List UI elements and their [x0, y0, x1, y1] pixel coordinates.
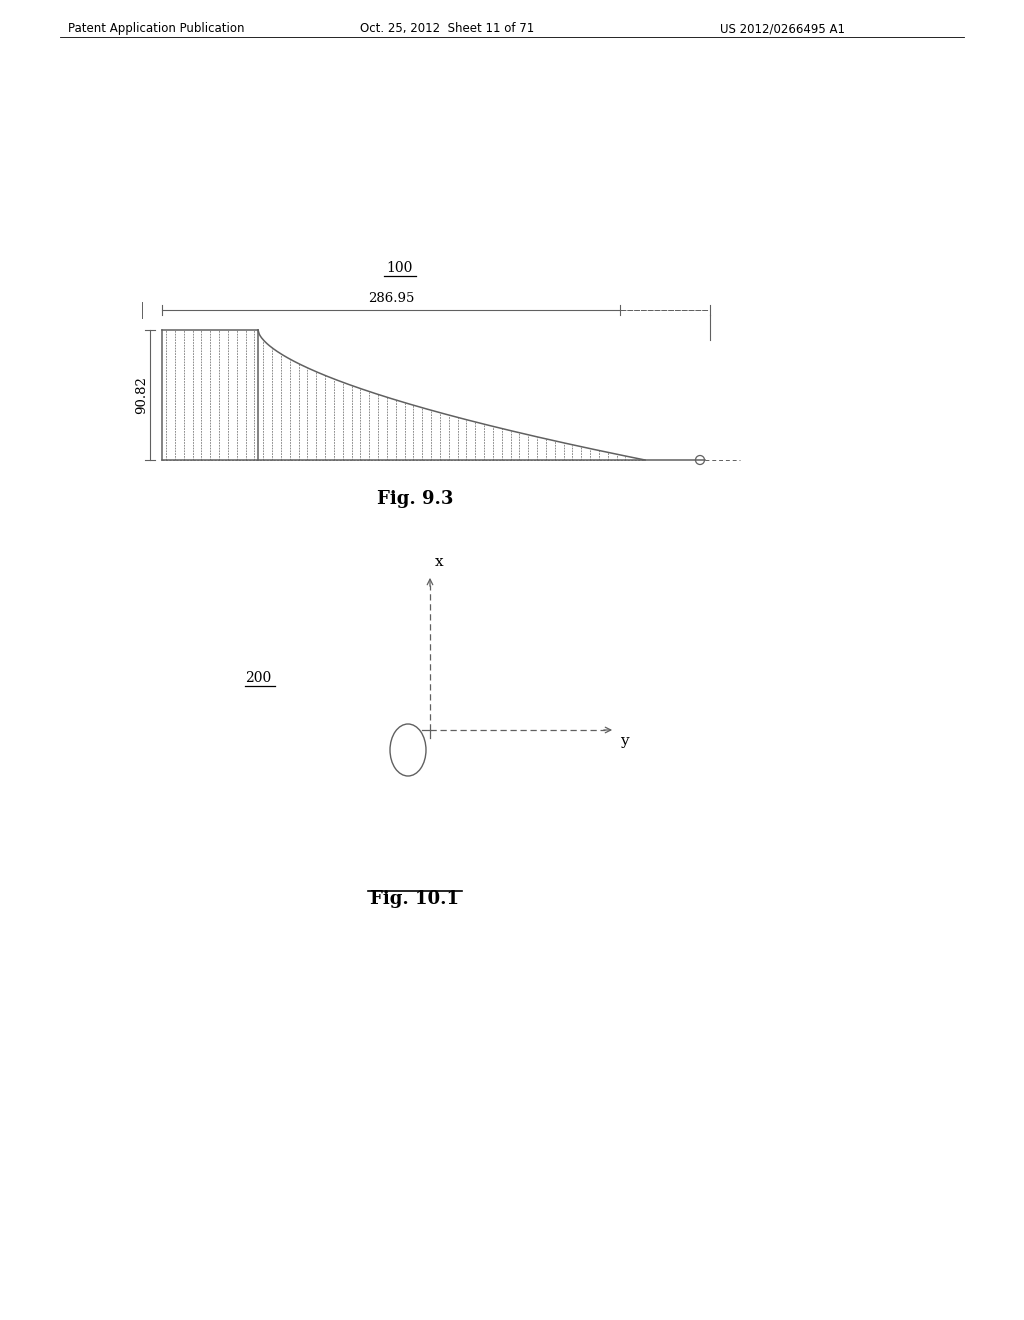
- Text: 90.82: 90.82: [135, 376, 148, 414]
- Text: US 2012/0266495 A1: US 2012/0266495 A1: [720, 22, 845, 36]
- Text: y: y: [620, 734, 629, 748]
- Text: Fig. 10.1: Fig. 10.1: [371, 890, 460, 908]
- Text: Oct. 25, 2012  Sheet 11 of 71: Oct. 25, 2012 Sheet 11 of 71: [360, 22, 535, 36]
- Text: 100: 100: [387, 261, 414, 275]
- Text: Fig. 9.3: Fig. 9.3: [377, 490, 454, 508]
- Text: Patent Application Publication: Patent Application Publication: [68, 22, 245, 36]
- Text: 200: 200: [245, 671, 271, 685]
- Text: 286.95: 286.95: [368, 292, 414, 305]
- Text: x: x: [435, 554, 443, 569]
